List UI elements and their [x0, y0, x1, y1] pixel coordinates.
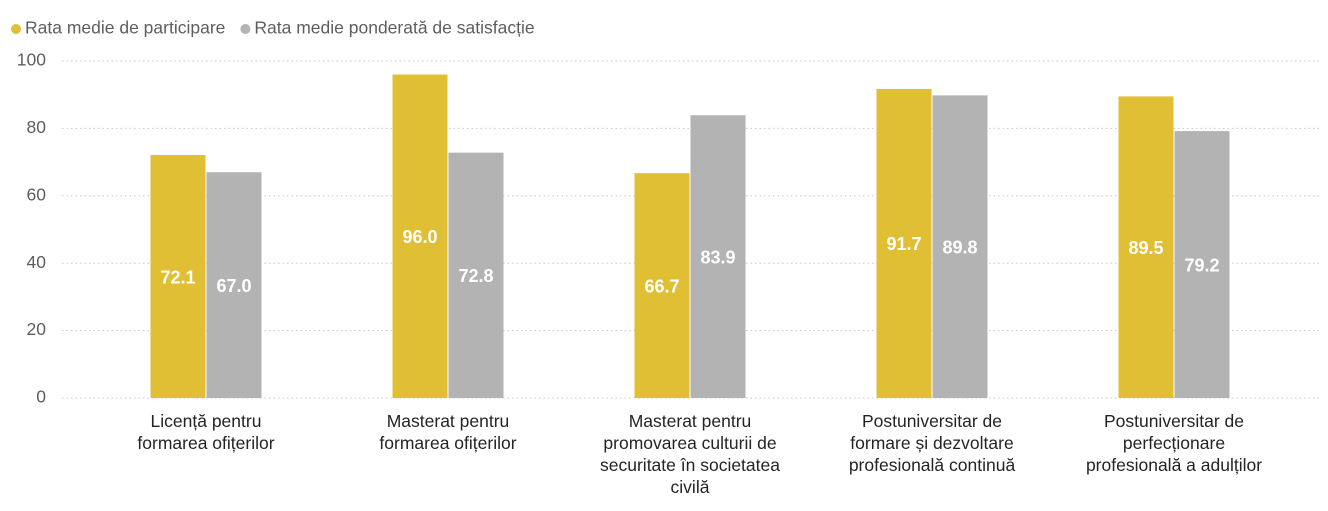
- bar: [1174, 131, 1230, 398]
- data-label: 72.8: [458, 266, 493, 286]
- y-tick-label: 80: [27, 117, 47, 137]
- y-tick-label: 0: [36, 387, 46, 407]
- data-label: 79.2: [1184, 255, 1219, 275]
- data-label: 89.8: [942, 237, 977, 257]
- data-label: 67.0: [216, 276, 251, 296]
- x-tick-label: Postuniversitar de formare și dezvoltare…: [848, 411, 1016, 475]
- y-tick-label: 40: [27, 252, 47, 272]
- x-tick-label: Licență pentru formarea ofițerilor: [137, 411, 275, 453]
- bar: [392, 74, 448, 398]
- x-tick-label: Masterat pentru promovarea culturii de s…: [600, 411, 780, 497]
- data-label: 72.1: [160, 267, 195, 287]
- legend-label: Rata medie ponderată de satisfacție: [254, 18, 534, 38]
- legend-marker: [11, 24, 21, 34]
- data-label: 66.7: [644, 276, 679, 296]
- data-label: 91.7: [886, 234, 921, 254]
- bar: [876, 88, 932, 398]
- x-tick-label: Masterat pentru formarea ofițerilor: [379, 411, 517, 453]
- legend-label: Rata medie de participare: [25, 18, 225, 38]
- bar: [150, 155, 206, 398]
- bar: [932, 95, 988, 399]
- bar: [690, 115, 746, 399]
- bar: [206, 172, 262, 398]
- data-label: 83.9: [700, 247, 735, 267]
- bar: [448, 152, 504, 398]
- legend-marker: [240, 24, 251, 34]
- x-tick-label: Postuniversitar de perfecționare profesi…: [1085, 411, 1263, 475]
- y-tick-label: 60: [27, 184, 47, 204]
- bar: [1118, 96, 1174, 398]
- bar: [634, 173, 690, 398]
- data-label: 89.5: [1128, 238, 1163, 258]
- data-label: 96.0: [402, 227, 437, 247]
- y-tick-label: 100: [17, 50, 46, 70]
- y-tick-label: 20: [27, 319, 47, 339]
